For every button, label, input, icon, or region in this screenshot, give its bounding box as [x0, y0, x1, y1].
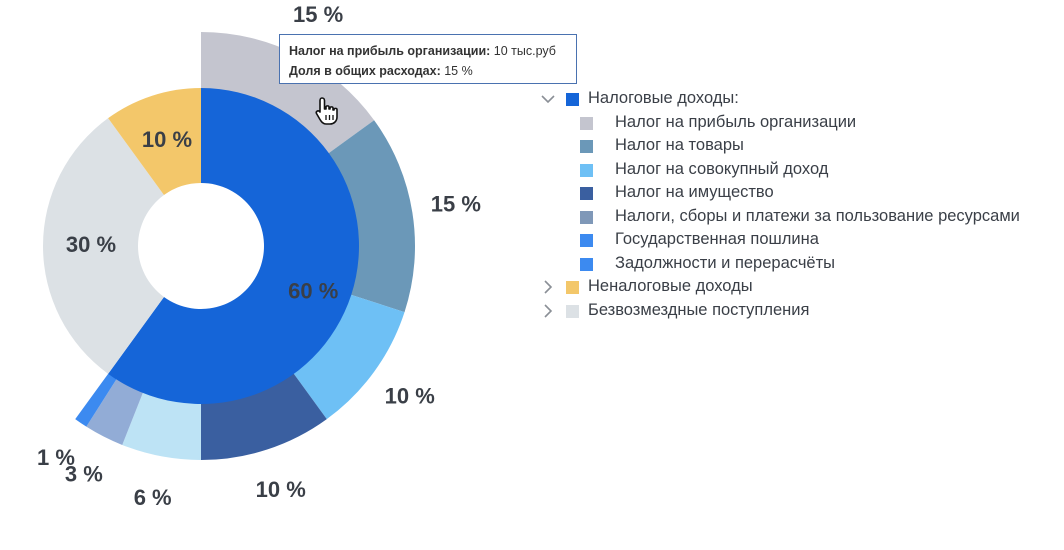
legend-swatch — [566, 93, 579, 106]
legend-group-non-tax-income[interactable]: Неналоговые доходы — [536, 276, 1056, 300]
legend-label: Налог на имущество — [615, 183, 774, 201]
chart-legend: Налоговые доходы: Налог на прибыль орган… — [536, 88, 1056, 323]
outer-slice[interactable] — [86, 377, 144, 445]
legend-label: Налог на совокупный доход — [615, 159, 829, 178]
legend-label: Государственная пошлина — [615, 230, 819, 248]
chevron-right-icon[interactable] — [540, 279, 556, 295]
legend-label: Налог на товары — [615, 136, 744, 154]
legend-group-grants[interactable]: Безвозмездные поступления — [536, 300, 1056, 324]
inner-slice[interactable] — [42, 118, 164, 374]
outer-slice-label: 1 % — [37, 445, 75, 470]
legend-swatch — [580, 163, 593, 177]
chevron-down-icon[interactable] — [540, 91, 556, 107]
legend-label: Безвозмездные поступления — [588, 300, 810, 319]
inner-slice-label: 30 % — [66, 232, 116, 257]
legend-item-goods-tax[interactable]: Налог на товары — [536, 135, 1056, 159]
tooltip-value-2: 15 % — [444, 64, 473, 78]
legend-swatch — [580, 234, 593, 247]
outer-slice-label: 10 % — [385, 383, 435, 408]
outer-slice[interactable] — [122, 391, 201, 460]
inner-slice[interactable] — [108, 88, 359, 404]
legend-item-arrears[interactable]: Задолжности и перерасчёты — [536, 253, 1056, 277]
outer-slice-label: 3 % — [65, 462, 103, 487]
legend-swatch — [580, 257, 593, 271]
legend-label: Налоговые доходы: — [588, 89, 739, 107]
inner-slice[interactable] — [108, 88, 201, 196]
outer-slice[interactable] — [292, 294, 405, 420]
legend-swatch — [580, 210, 593, 224]
legend-item-state-duty[interactable]: Государственная пошлина — [536, 229, 1056, 253]
outer-slice[interactable] — [75, 372, 118, 427]
legend-item-resource-fees[interactable]: Налоги, сборы и платежи за пользование р… — [536, 206, 1056, 230]
legend-swatch — [580, 116, 593, 130]
tooltip-value-1: 10 тыс.руб — [493, 44, 556, 58]
legend-swatch — [580, 187, 593, 200]
tooltip-key-2: Доля в общих расходах: — [289, 64, 441, 78]
legend-swatch — [580, 140, 593, 153]
legend-group-tax-income[interactable]: Налоговые доходы: — [536, 88, 1056, 112]
inner-slice-label: 10 % — [142, 127, 192, 152]
outer-slice[interactable] — [201, 372, 327, 460]
tooltip-key-1: Налог на прибыль организации: — [289, 44, 491, 58]
chart-tooltip: Налог на прибыль организации: 10 тыс.руб… — [279, 34, 577, 84]
chevron-right-icon[interactable] — [540, 303, 556, 319]
donut-chart: 60 % 30 % 10 % 15 % 15 % 10 % 10 % 6 % 3 %1 % — [37, 2, 481, 510]
legend-label: Налог на прибыль организации — [615, 112, 857, 131]
hand-pointer-cursor-icon — [315, 97, 338, 125]
legend-item-property-tax[interactable]: Налог на имущество — [536, 182, 1056, 206]
legend-label: Неналоговые доходы — [588, 277, 753, 295]
inner-ring — [42, 88, 359, 404]
legend-item-income-tax[interactable]: Налог на совокупный доход — [536, 159, 1056, 183]
outer-slice-label: 15 % — [431, 191, 481, 216]
legend-label: Задолжности и перерасчёты — [615, 253, 836, 272]
chart-labels: 60 % 30 % 10 % 15 % 15 % 10 % 10 % 6 % 3 %1 % — [37, 2, 481, 510]
inner-slice-label: 60 % — [288, 278, 338, 303]
outer-slice[interactable] — [327, 120, 415, 313]
legend-label: Налоги, сборы и платежи за пользование р… — [615, 206, 1020, 225]
legend-item-profit-tax[interactable]: Налог на прибыль организации — [536, 112, 1056, 136]
outer-slice-label: 10 % — [256, 477, 306, 502]
outer-slice-label: 6 % — [134, 485, 172, 510]
legend-swatch — [566, 281, 579, 294]
outer-slice-label: 15 % — [293, 2, 343, 27]
legend-swatch — [566, 304, 579, 318]
